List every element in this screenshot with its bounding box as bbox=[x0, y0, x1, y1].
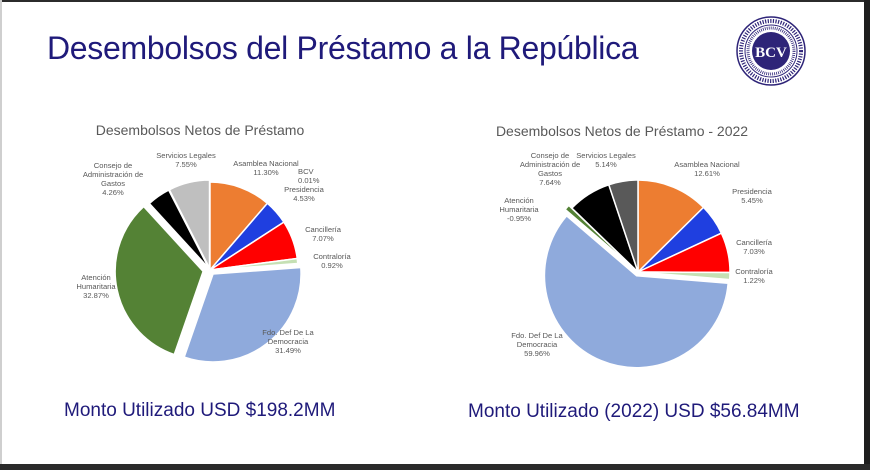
slice-label-asamblea-nacional: Asamblea Nacional 11.30% bbox=[233, 159, 299, 177]
pie-slice-fdo-def-de-la-democracia bbox=[543, 214, 729, 369]
slice-label-contraloria: Contraloría 1.22% bbox=[735, 267, 773, 285]
pie-slice-servicios-legales bbox=[168, 179, 211, 269]
window-bottom-border bbox=[0, 464, 870, 470]
slice-label-atencion-humaritaria: Atención Humaritaria 32.87% bbox=[76, 273, 116, 300]
pie-slice-atencion-humaritaria bbox=[114, 205, 205, 356]
slice-label-consejo-de-administracion-de-gastos: Consejo de Administración de Gastos 4.26% bbox=[83, 161, 143, 197]
slice-label-consejo-de-administracion-de-gastos: Consejo de Administración de Gastos 7.64% bbox=[520, 151, 580, 187]
slice-label-servicios-legales: Servicios Legales 7.55% bbox=[156, 151, 216, 169]
pie-svg: Desembolsos Netos de Préstamo - 2022 Asam… bbox=[496, 123, 774, 369]
slice-label-fdo-def-de-la-democracia: Fdo. Def De La Democracia 31.49% bbox=[262, 328, 314, 355]
amount-total-label: Monto Utilizado USD $198.2MM bbox=[64, 400, 336, 421]
slice-label-cancilleria: Cancillería 7.03% bbox=[736, 238, 773, 256]
slice-label-atencion-humaritaria: Atención Humaritaria -0.95% bbox=[499, 196, 539, 223]
slice-label-servicios-legales: Servicios Legales 5.14% bbox=[576, 151, 636, 169]
bcv-logo: BCV bbox=[736, 16, 806, 86]
slice-label-presidencia: Presidencia 4.53% bbox=[284, 185, 324, 203]
pie-chart-2022: Desembolsos Netos de Préstamo - 2022 Asam… bbox=[470, 112, 800, 382]
pie-slice-contraloria bbox=[209, 257, 299, 271]
amount-2022-label: Monto Utilizado (2022) USD $56.84MM bbox=[468, 401, 800, 422]
svg-text:BCV: BCV bbox=[755, 45, 787, 61]
slice-label-cancilleria: Cancillería 7.07% bbox=[305, 225, 342, 243]
pie-slice-contraloria bbox=[637, 271, 731, 281]
chart-title: Desembolsos Netos de Préstamo - 2022 bbox=[496, 123, 748, 139]
window-left-border bbox=[0, 0, 2, 470]
slice-label-asamblea-nacional: Asamblea Nacional 12.61% bbox=[674, 160, 740, 178]
pie-chart-total: Desembolsos Netos de Préstamo Asamblea Na… bbox=[40, 108, 400, 373]
pie-slice-atencion-humaritaria bbox=[564, 204, 636, 270]
chart-title: Desembolsos Netos de Préstamo bbox=[96, 122, 305, 138]
pie-slice-fdo-def-de-la-democracia bbox=[183, 266, 302, 363]
window-right-border bbox=[864, 0, 870, 470]
slice-label-bcv: BCV 0.01% bbox=[298, 167, 320, 185]
pie-slice-asamblea-nacional bbox=[637, 179, 705, 274]
slice-label-contraloria: Contraloría 0.92% bbox=[313, 252, 351, 270]
slice-label-fdo-def-de-la-democracia: Fdo. Def De La Democracia 59.96% bbox=[511, 331, 563, 358]
slice-label-presidencia: Presidencia 5.45% bbox=[732, 187, 772, 205]
slide-title: Desembolsos del Préstamo a la República bbox=[47, 30, 639, 66]
pie-slice-servicios-legales bbox=[607, 179, 639, 273]
window-top-border bbox=[0, 0, 870, 2]
pie-svg: Desembolsos Netos de Préstamo Asamblea Na… bbox=[76, 122, 352, 363]
